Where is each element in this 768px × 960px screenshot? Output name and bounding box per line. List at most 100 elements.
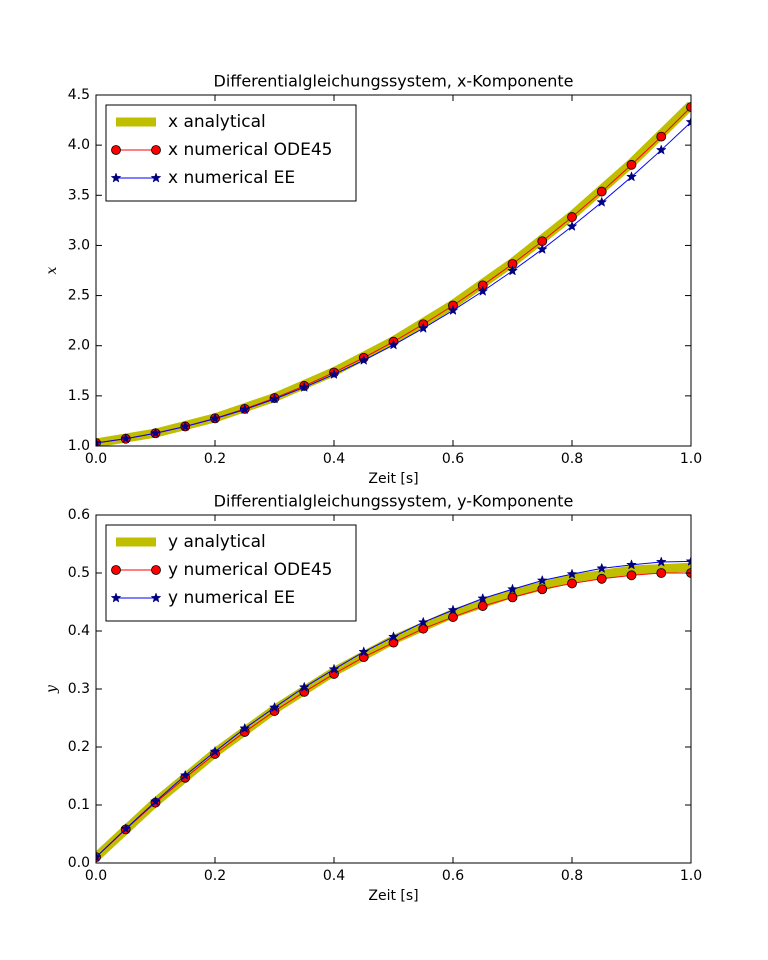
marker [120, 823, 132, 834]
legend-label: x numerical EE [168, 168, 295, 188]
legend-label: x analytical [168, 112, 266, 132]
y-tick-label: 0.2 [68, 739, 90, 755]
marker [388, 339, 399, 350]
x-tick-label: 0.2 [204, 868, 226, 884]
marker [596, 573, 607, 584]
marker [269, 393, 280, 404]
x-tick-label: 0.4 [323, 868, 345, 884]
y-tick-label: 0.1 [68, 797, 90, 813]
marker [111, 565, 121, 575]
y-tick-label: 2.0 [68, 338, 90, 354]
marker [96, 851, 102, 862]
marker [298, 681, 310, 692]
marker [110, 592, 122, 603]
y-tick-label: 4.0 [68, 137, 90, 153]
marker [328, 368, 340, 380]
marker [566, 568, 578, 579]
marker [477, 592, 489, 604]
marker [507, 583, 518, 594]
marker [179, 420, 191, 432]
y-tick-label: 0.4 [68, 623, 90, 639]
y-tick-label: 3.0 [68, 237, 90, 253]
marker [96, 437, 102, 446]
marker [507, 265, 518, 276]
marker [110, 172, 122, 183]
marker [209, 745, 221, 757]
marker [328, 663, 340, 674]
marker [655, 144, 667, 155]
legend-label: x numerical ODE45 [168, 140, 332, 160]
x-tick-label: 0.0 [85, 868, 107, 884]
marker [150, 172, 162, 183]
x-tick-label: 0.0 [85, 451, 107, 467]
marker [269, 701, 280, 713]
marker [239, 722, 251, 734]
marker [447, 604, 459, 615]
marker [447, 304, 459, 316]
y-tick-label: 1.0 [68, 438, 90, 454]
marker [179, 769, 191, 781]
marker [477, 285, 489, 296]
marker [507, 592, 518, 603]
marker [477, 601, 488, 611]
marker [596, 186, 607, 197]
y-axis-label: x [44, 266, 60, 274]
marker [209, 412, 221, 424]
marker [150, 795, 161, 807]
marker [656, 568, 667, 578]
marker [596, 562, 608, 573]
marker [417, 616, 429, 627]
x-tick-label: 0.8 [561, 451, 583, 467]
axes-frame [95, 94, 692, 447]
marker [656, 131, 667, 142]
marker [358, 354, 370, 365]
marker [388, 637, 399, 648]
chart-title: Differentialgleichungssystem, x-Komponen… [214, 72, 574, 91]
y-tick-label: 3.5 [68, 187, 90, 203]
y-tick-label: 1.5 [68, 388, 90, 404]
marker [596, 196, 608, 207]
plot [96, 101, 691, 446]
marker [626, 159, 637, 170]
x-tick-label: 1.0 [680, 868, 702, 884]
x-tick-label: 0.6 [442, 451, 464, 467]
marker [150, 592, 162, 603]
y-tick-label: 2.5 [68, 288, 90, 304]
marker [388, 631, 399, 642]
marker [536, 243, 548, 254]
x-axis-label: Zeit [s] [368, 471, 418, 487]
marker [655, 556, 667, 567]
marker [567, 578, 577, 589]
marker [686, 102, 691, 112]
marker [626, 559, 637, 570]
marker [685, 116, 691, 127]
marker [418, 623, 429, 634]
legend-label: y numerical EE [168, 588, 295, 608]
marker [111, 145, 121, 155]
marker [567, 212, 577, 222]
y-tick-label: 0.6 [68, 507, 90, 523]
x-tick-label: 0.4 [323, 451, 345, 467]
marker [417, 322, 429, 333]
y-tick-label: 4.5 [68, 87, 90, 103]
marker [537, 584, 548, 595]
chart-title: Differentialgleichungssystem, y-Komponen… [214, 492, 574, 511]
marker [358, 646, 370, 657]
marker [150, 427, 161, 438]
marker [151, 145, 161, 155]
marker [626, 171, 637, 182]
marker [626, 570, 637, 581]
x-tick-label: 0.2 [204, 451, 226, 467]
y-axis-label: y [44, 684, 60, 694]
y-tick-label: 0.0 [68, 855, 90, 871]
marker [239, 403, 251, 415]
marker [448, 612, 458, 622]
marker [536, 574, 548, 586]
x-tick-label: 0.8 [561, 868, 583, 884]
y-tick-label: 0.5 [68, 565, 90, 581]
legend-label: y analytical [168, 532, 266, 552]
marker [685, 555, 691, 567]
plot [96, 555, 691, 863]
marker [120, 432, 132, 444]
marker [151, 565, 161, 575]
